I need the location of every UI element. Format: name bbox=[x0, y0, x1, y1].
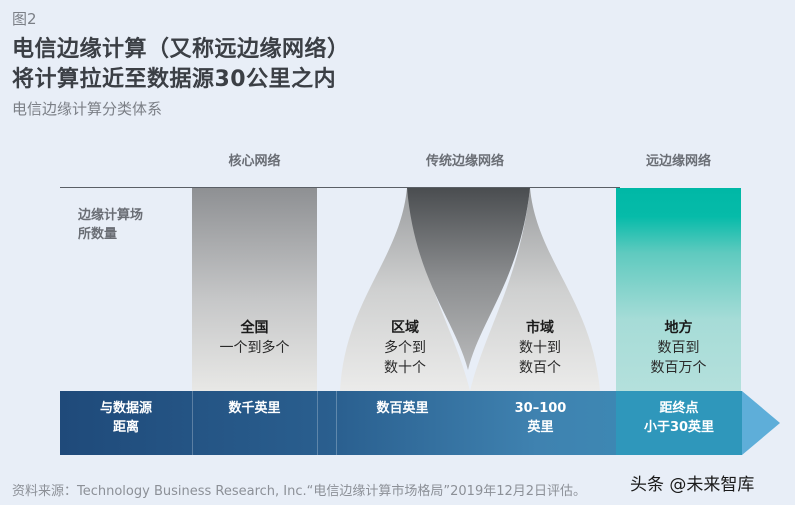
cell-regional-name: 区域 bbox=[391, 320, 419, 336]
band-divider bbox=[336, 391, 337, 455]
distance-core-value: 数千英里 bbox=[228, 401, 281, 416]
subtitle: 电信边缘计算分类体系 bbox=[12, 100, 163, 118]
cell-metro: 市域 数十到 数百个 bbox=[485, 318, 595, 378]
y-axis-label: 边缘计算场 所数量 bbox=[78, 206, 143, 244]
title-line-1: 电信边缘计算（又称远边缘网络） bbox=[12, 37, 350, 62]
cell-national-count: 一个到多个 bbox=[219, 340, 290, 356]
band-divider bbox=[192, 391, 193, 455]
y-axis-label-line-1: 边缘计算场 bbox=[78, 208, 144, 223]
core-network-bar bbox=[192, 188, 317, 391]
cell-regional: 区域 多个到 数十个 bbox=[350, 318, 460, 378]
column-header-core: 核心网络 bbox=[228, 154, 281, 169]
distance-metro: 30–100 英里 bbox=[478, 399, 603, 437]
figure-label: 图2 bbox=[12, 10, 37, 28]
distance-far-value-2: 小于30英里 bbox=[643, 420, 715, 435]
watermark: 头条 @未来智库 bbox=[630, 475, 755, 495]
distance-metro-value-2: 英里 bbox=[527, 420, 554, 435]
column-header-far: 远边缘网络 bbox=[645, 154, 711, 169]
cell-local-count-1: 数百到 bbox=[657, 340, 700, 356]
distance-regional-value: 数百英里 bbox=[376, 401, 429, 416]
cell-national-name: 全国 bbox=[240, 320, 269, 336]
far-edge-bar bbox=[616, 188, 741, 391]
distance-far-value-1: 距终点 bbox=[659, 401, 699, 416]
distance-label-line-2: 距离 bbox=[112, 420, 139, 435]
cell-metro-count-2: 数百个 bbox=[519, 360, 561, 376]
distance-core: 数千英里 bbox=[192, 399, 317, 418]
header-divider bbox=[60, 187, 620, 188]
arrow-right-icon bbox=[742, 391, 780, 455]
column-header-traditional: 传统边缘网络 bbox=[425, 154, 504, 169]
cell-metro-count-1: 数十到 bbox=[519, 340, 561, 356]
cell-metro-name: 市域 bbox=[526, 320, 554, 336]
distance-label: 与数据源 距离 bbox=[60, 399, 192, 437]
cell-local-count-2: 数百万个 bbox=[650, 360, 707, 376]
cell-regional-count-1: 多个到 bbox=[384, 340, 426, 356]
cell-national: 全国 一个到多个 bbox=[192, 318, 317, 358]
y-axis-label-line-2: 所数量 bbox=[78, 227, 118, 242]
distance-far: 距终点 小于30英里 bbox=[616, 399, 742, 437]
band-divider bbox=[317, 391, 318, 455]
cell-local-name: 地方 bbox=[664, 320, 693, 336]
source-note: 资料来源：Technology Business Research, Inc.“… bbox=[12, 484, 587, 499]
title-line-2: 将计算拉近至数据源30公里之内 bbox=[12, 67, 337, 92]
page-title: 电信边缘计算（又称远边缘网络） 将计算拉近至数据源30公里之内 bbox=[12, 35, 350, 95]
distance-regional: 数百英里 bbox=[340, 399, 465, 418]
distance-label-line-1: 与数据源 bbox=[99, 401, 152, 416]
far-distance-segment bbox=[616, 391, 742, 455]
cell-regional-count-2: 数十个 bbox=[384, 360, 426, 376]
cell-local: 地方 数百到 数百万个 bbox=[616, 318, 741, 378]
distance-metro-value-1: 30–100 bbox=[514, 401, 567, 416]
